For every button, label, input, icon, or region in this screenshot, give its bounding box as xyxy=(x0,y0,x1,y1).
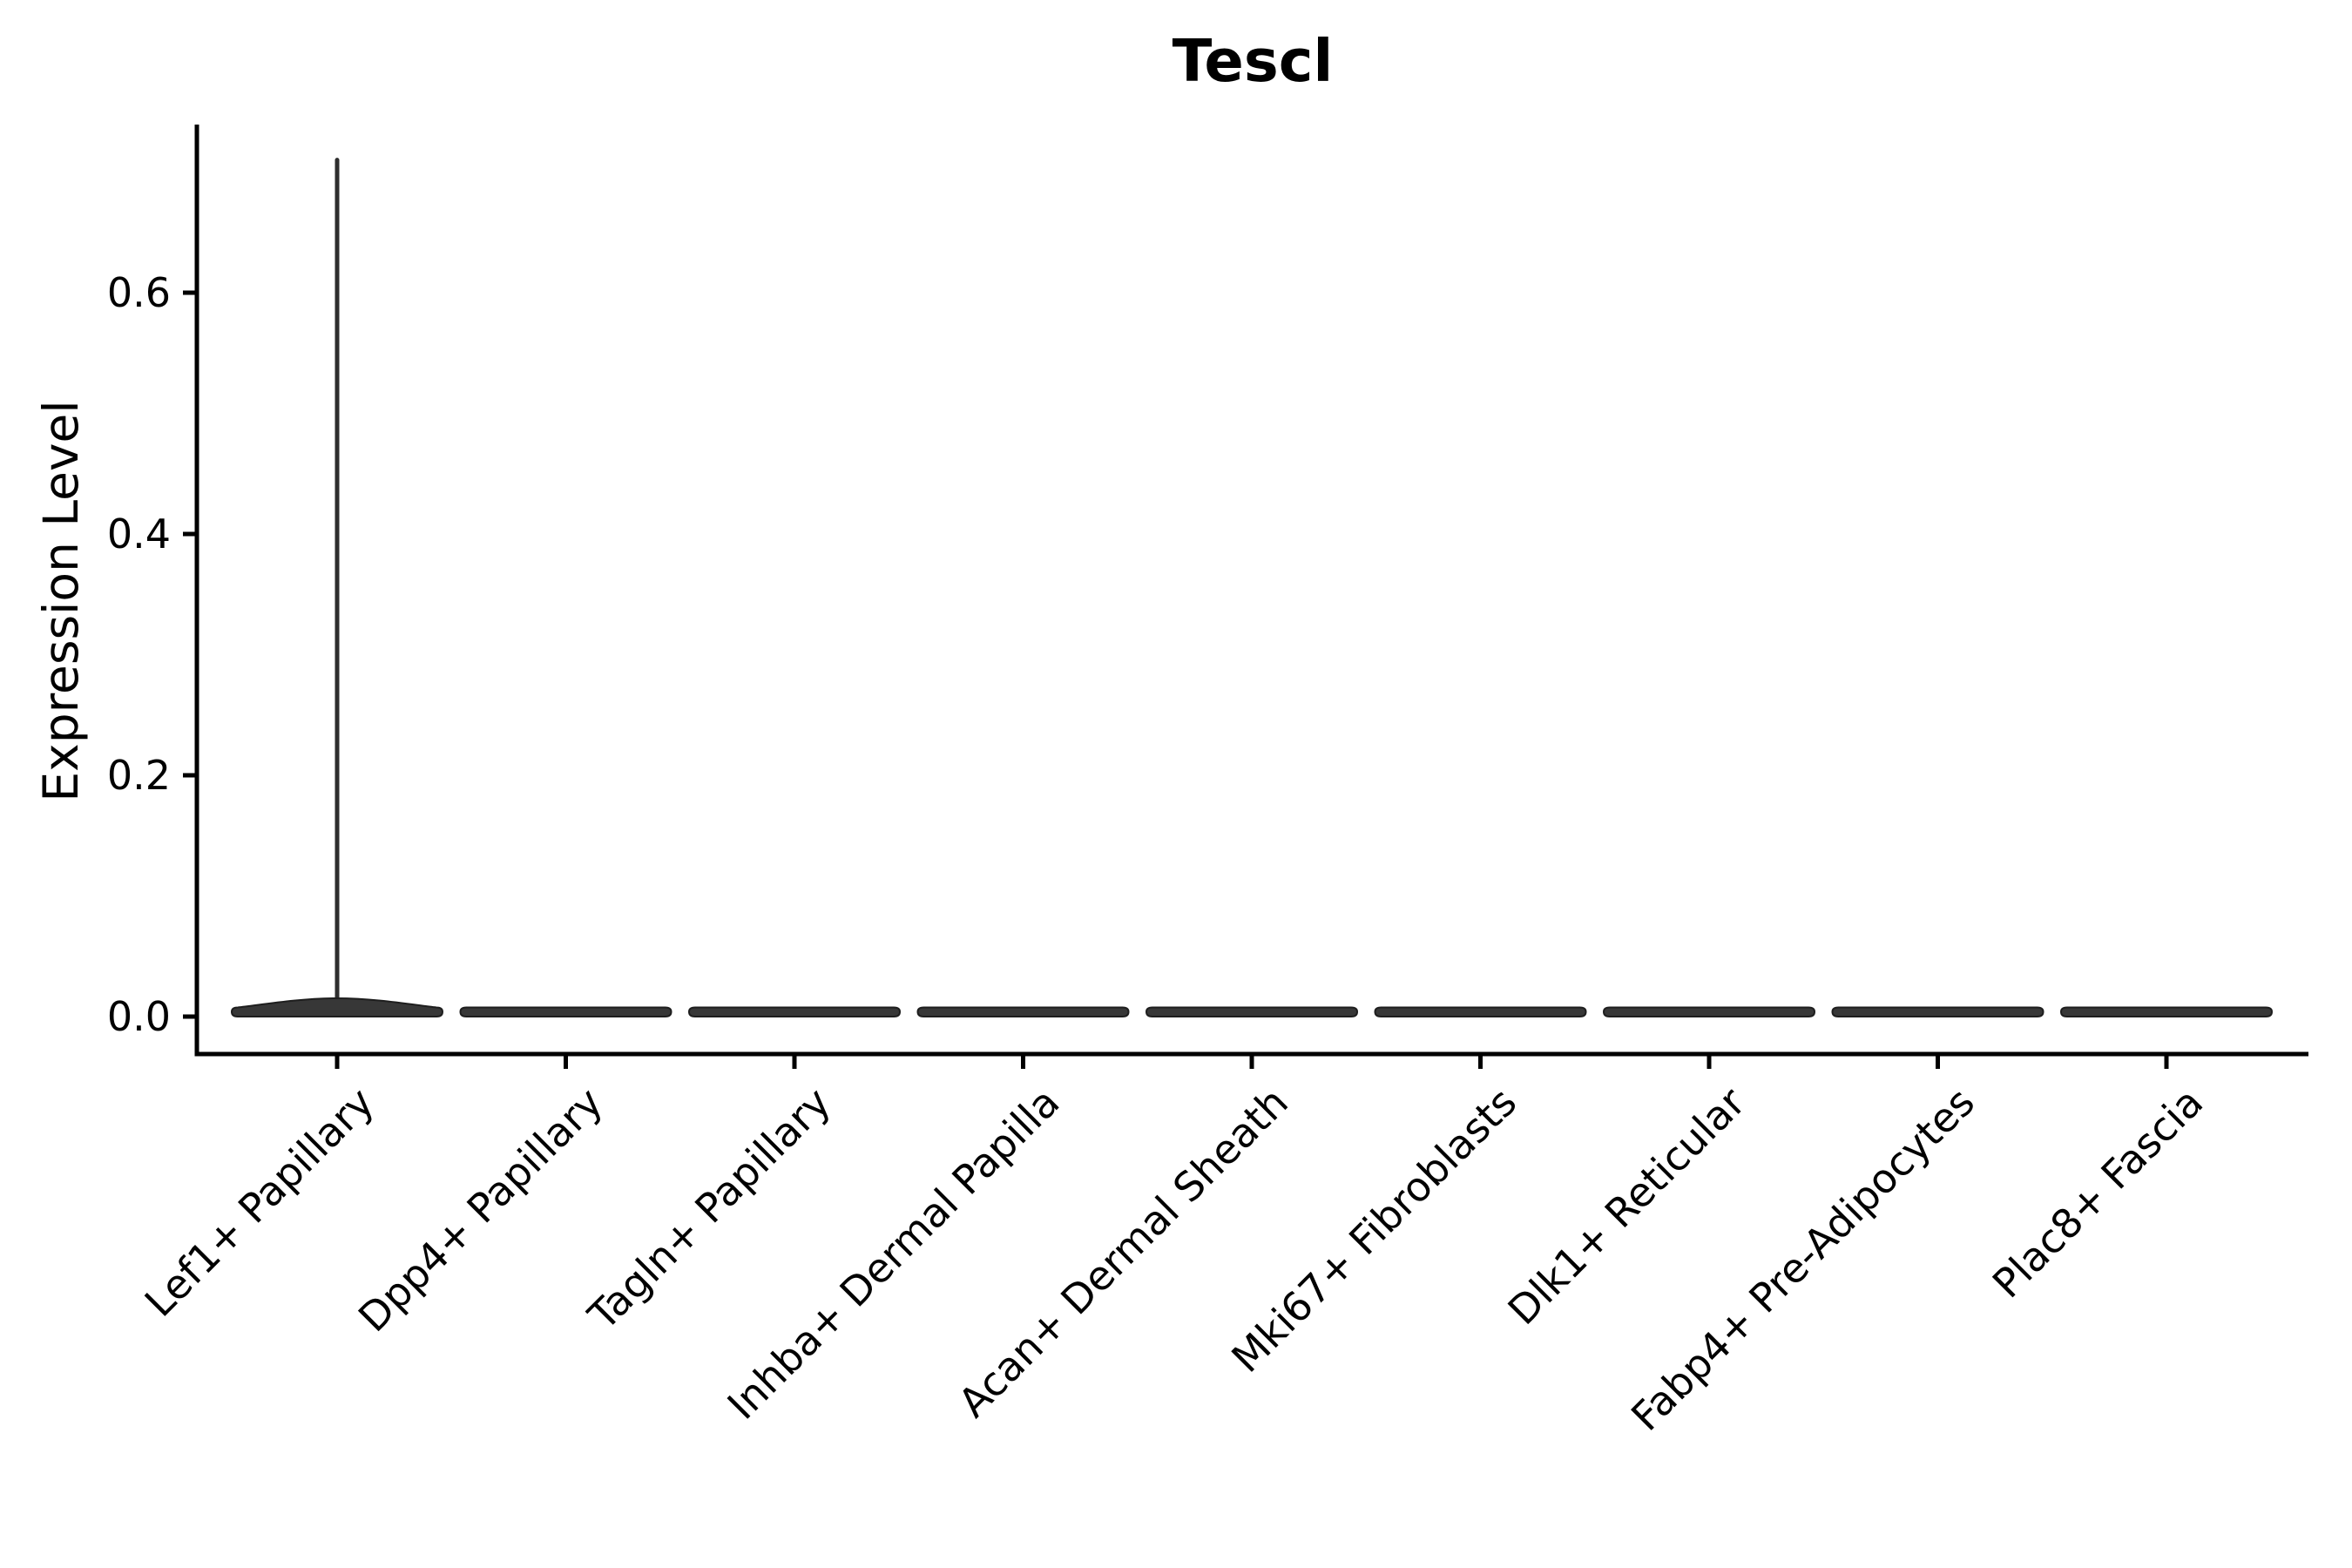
violin-2 xyxy=(459,1006,672,1017)
axes-ticks xyxy=(183,290,2169,1069)
y-tick-label: 0.4 xyxy=(106,510,171,558)
y-tick-label: 0.0 xyxy=(106,993,171,1040)
y-tick-label: 0.2 xyxy=(106,752,171,799)
violin-9 xyxy=(2059,1006,2274,1017)
y-tick-label: 0.6 xyxy=(106,269,171,316)
violin-8 xyxy=(1831,1006,2044,1017)
y-axis-label: Expression Level xyxy=(33,400,89,802)
violin-7 xyxy=(1602,1006,1816,1017)
violin-1 xyxy=(230,997,444,1017)
violin-6 xyxy=(1374,1006,1587,1017)
violin-shapes xyxy=(230,158,2274,1017)
violin-3 xyxy=(687,1006,902,1017)
violin-5 xyxy=(1145,1006,1359,1017)
violin-4 xyxy=(916,1006,1130,1017)
chart-title: Tescl xyxy=(1172,27,1334,95)
axes-spines xyxy=(194,125,2308,1057)
